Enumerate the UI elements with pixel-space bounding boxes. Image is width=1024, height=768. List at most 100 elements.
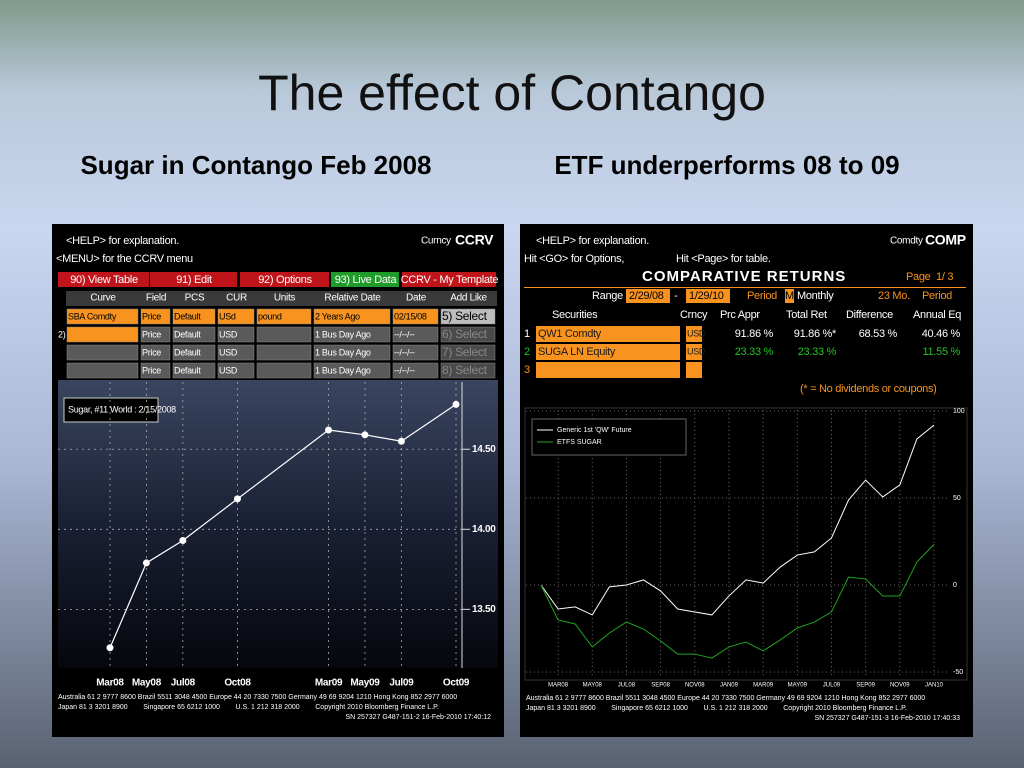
market: Curncy — [421, 236, 451, 247]
table-cell — [66, 362, 139, 379]
x-tick-label: JAN10 — [925, 683, 944, 689]
left-chart-area — [58, 380, 498, 668]
table-text: Default — [174, 329, 201, 339]
column-header: Units — [274, 293, 296, 304]
footer-line: Japan 81 3 3201 8900 Singapore 65 6212 1… — [58, 704, 439, 711]
help-line: <HELP> for explanation. — [536, 235, 649, 247]
table-cell — [392, 326, 439, 343]
column-header: Relative Date — [324, 293, 381, 304]
row-number: 1 — [524, 328, 530, 340]
table-text: Default — [174, 311, 201, 321]
x-tick-label: JUL09 — [823, 683, 841, 689]
column-header: CUR — [226, 293, 247, 304]
security-cell — [536, 344, 680, 360]
x-tick-label: MAY08 — [583, 683, 603, 689]
footer-line: SN 257327 G487-151-2 16-Feb-2010 17:40:1… — [345, 714, 491, 721]
footer-line: Australia 61 2 9777 8600 Brazil 5511 304… — [526, 695, 925, 702]
screen-heading: COMPARATIVE RETURNS — [642, 268, 846, 285]
currency-cell — [686, 344, 702, 360]
table-text: Default — [174, 347, 201, 357]
table-header-bg — [66, 291, 497, 306]
table-value: 11.55 % — [923, 346, 961, 358]
table-text: pound — [258, 311, 282, 321]
table-cell — [440, 344, 496, 361]
table-cell — [392, 308, 439, 325]
table-text: 1) — [58, 311, 66, 321]
table-cell — [392, 344, 439, 361]
table-text: 2 Years Ago — [315, 311, 360, 321]
table-text: 1 Bus Day Ago — [315, 347, 371, 357]
security-cell — [536, 362, 680, 378]
data-point — [397, 437, 405, 445]
range-dash: - — [674, 290, 678, 302]
data-point — [106, 644, 114, 652]
x-tick-label: NOV08 — [685, 683, 705, 689]
table-cell — [172, 362, 216, 379]
data-point — [361, 431, 369, 439]
footer-line: Australia 61 2 9777 8600 Brazil 5511 304… — [58, 694, 457, 701]
table-cell — [256, 326, 312, 343]
function-code: CCRV — [455, 232, 494, 248]
y-tick-label: 0 — [953, 582, 957, 589]
divider — [524, 287, 966, 288]
table-text: Price — [142, 311, 161, 321]
column-header: Securities — [552, 309, 598, 321]
table-text: USd — [219, 311, 236, 321]
table-value: 23.33 % — [798, 346, 837, 358]
data-line — [540, 544, 935, 659]
column-header: Prc Appr — [720, 309, 760, 321]
table-text: USD — [219, 347, 238, 357]
table-cell — [440, 308, 496, 325]
table-text: --/--/-- — [394, 365, 415, 375]
row-number: 2 — [524, 346, 530, 358]
table-value: 68.53 % — [859, 328, 898, 340]
table-cell — [440, 362, 496, 379]
table-text: Price — [142, 329, 161, 339]
table-cell — [313, 344, 391, 361]
left-legend — [63, 397, 159, 423]
table-text: 8) Select — [442, 363, 488, 377]
y-tick-label: 50 — [953, 495, 961, 502]
table-cell — [172, 344, 216, 361]
input-box — [626, 289, 670, 303]
x-tick-label: JUL08 — [618, 683, 636, 689]
menu-button — [402, 272, 496, 287]
menu-button — [58, 272, 149, 287]
menu-item: CCRV - My Template — [401, 274, 499, 286]
table-text: Default — [174, 365, 201, 375]
table-cell — [66, 326, 139, 343]
data-line — [540, 424, 935, 616]
hint-go: Hit <GO> for Options, — [524, 253, 624, 265]
table-cell — [392, 362, 439, 379]
data-point — [179, 537, 187, 545]
table-cell — [313, 308, 391, 325]
column-header: Difference — [846, 309, 893, 321]
table-cell — [140, 308, 171, 325]
table-value: 23.33 % — [735, 346, 774, 358]
table-cell — [440, 326, 496, 343]
table-text: USD — [219, 329, 238, 339]
table-cell — [256, 344, 312, 361]
note: (* = No dividends or coupons) — [800, 383, 937, 395]
table-cell — [140, 362, 171, 379]
data-point — [325, 426, 333, 434]
data-point — [233, 495, 241, 503]
table-cell — [172, 308, 216, 325]
input-box — [785, 289, 794, 303]
y-tick-label: 14.50 — [472, 444, 496, 455]
period-label: Period — [747, 290, 777, 302]
table-text: SBA Comdty — [68, 311, 117, 321]
x-tick-label: Oct09 — [443, 678, 470, 689]
table-text: Price — [142, 347, 161, 357]
legend-label: Generic 1st 'QW' Future — [557, 427, 632, 434]
x-tick-label: NOV09 — [890, 683, 910, 689]
table-value: 40.46 % — [922, 328, 961, 340]
column-header: Annual Eq — [913, 309, 961, 321]
y-tick-label: -50 — [953, 669, 963, 676]
table-cell — [172, 326, 216, 343]
footer-line: SN 257327 G487-151-3 16-Feb-2010 17:40:3… — [814, 715, 960, 722]
x-tick-label: MAR08 — [548, 683, 569, 689]
table-cell — [313, 362, 391, 379]
y-tick-label: 100 — [953, 408, 965, 415]
